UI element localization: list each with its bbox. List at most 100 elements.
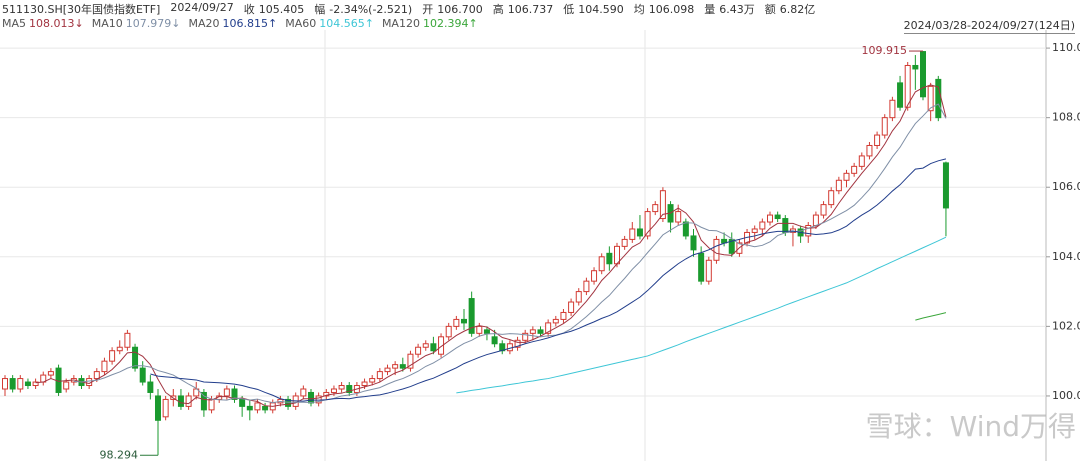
candle-body [759, 221, 766, 230]
legend-value: 108.013↓ [29, 17, 84, 30]
candle-body [782, 218, 789, 233]
candle-body [315, 395, 322, 404]
candle-body [682, 221, 689, 237]
ma-line [915, 312, 947, 321]
candle-body [751, 228, 758, 233]
legend-value: 107.979↓ [125, 17, 181, 30]
field-value: 6.43万 [719, 3, 755, 16]
candle-body [568, 301, 575, 313]
legend-entry: MA20 106.815↑ [188, 17, 277, 30]
field-label: 量 [704, 3, 716, 16]
legend: MA5 108.013↓ MA10 107.979↓ MA20 106.815↑ MA60 1… [2, 17, 478, 30]
legend-name: MA20 [188, 17, 220, 30]
candle-body [147, 381, 154, 393]
candle-body [644, 211, 651, 237]
candle-body [476, 325, 483, 334]
candle-body [461, 318, 467, 324]
ma-line [456, 236, 947, 394]
legend-entry: MA10 107.979↓ [92, 17, 181, 30]
candle-body [155, 395, 161, 421]
legend-entry: MA5 108.013↓ [2, 17, 84, 30]
candle-body [851, 165, 858, 174]
candle-body [200, 391, 207, 411]
candle-body [698, 252, 705, 282]
candle-body [338, 385, 345, 390]
candle-body [935, 78, 942, 119]
date: 2024/09/27 [170, 1, 234, 14]
field-value: 104.590 [578, 3, 624, 16]
candle-body [116, 346, 123, 352]
candle-body [109, 350, 116, 362]
low-label: 98.294 [100, 448, 139, 461]
y-tick-label: 110.0 [1052, 41, 1080, 54]
candle-body [422, 343, 429, 348]
y-tick-label: 108.0 [1052, 111, 1080, 124]
code: 511130.SH[30年国债指数ETF] [2, 3, 161, 16]
candle-body [208, 398, 215, 411]
header-field: 高 106.737 [493, 1, 554, 17]
candle-body [537, 329, 544, 334]
candle-body [445, 325, 452, 338]
header-field: 开 106.700 [422, 1, 483, 17]
candle-body [866, 144, 873, 157]
candle-body [820, 204, 827, 216]
candle-body [629, 228, 636, 240]
header-field: 量 6.43万 [704, 1, 755, 17]
candle-body [392, 364, 399, 369]
candle-body [63, 381, 70, 390]
candle-body [774, 214, 781, 220]
header-field: 收 105.405 [244, 1, 305, 17]
candle-body [47, 371, 54, 376]
field-label: 均 [633, 3, 645, 16]
candle-body [545, 322, 552, 334]
header: 511130.SH[30年国债指数ETF] 2024/09/27 收 105.40… [2, 1, 815, 17]
candle-body [124, 332, 131, 348]
candle-body [231, 388, 238, 400]
field-label: 开 [422, 3, 434, 16]
ma-line [73, 103, 947, 404]
field-value: 105.405 [258, 3, 305, 16]
candle-body [767, 214, 773, 223]
candle-body [223, 388, 230, 397]
header-field: 幅 -2.34%(-2.521) [314, 1, 412, 17]
candle-body [399, 364, 406, 369]
candle-body [93, 371, 100, 380]
field-value: -2.34%(-2.521) [329, 3, 413, 16]
candle-body [139, 367, 146, 383]
candle-body [254, 402, 261, 411]
candle-body [17, 378, 24, 390]
candle-body [300, 388, 307, 397]
field-label: 收 [243, 3, 255, 16]
candle-body [384, 367, 391, 373]
candle-body [453, 318, 460, 327]
candle-body [330, 388, 337, 393]
candle-body [415, 346, 422, 355]
legend-value: 102.394↑ [422, 17, 478, 30]
ma-line [150, 158, 947, 402]
candle-body [652, 204, 659, 213]
candle-body [2, 378, 8, 390]
candle-body [713, 238, 720, 261]
candle-body [560, 311, 567, 320]
candle-body [162, 398, 169, 418]
field-value: 106.700 [437, 3, 483, 16]
candle-body [308, 391, 314, 404]
candle-body [636, 228, 643, 237]
candle-body [361, 381, 368, 387]
field-label: 低 [563, 3, 575, 16]
candle-body [912, 64, 919, 70]
candle-body [606, 252, 613, 265]
field-value: 106.098 [648, 3, 695, 16]
high-label: 109.915 [862, 44, 908, 57]
candle-body [874, 134, 881, 146]
field-label: 额 [764, 3, 776, 16]
legend-value: 104.565↑ [319, 17, 374, 30]
candle-body [491, 336, 498, 345]
field-label: 高 [492, 3, 504, 16]
candle-body [812, 214, 819, 226]
ma-line [35, 84, 947, 407]
candle-body [376, 371, 383, 380]
candle-body [132, 346, 139, 369]
